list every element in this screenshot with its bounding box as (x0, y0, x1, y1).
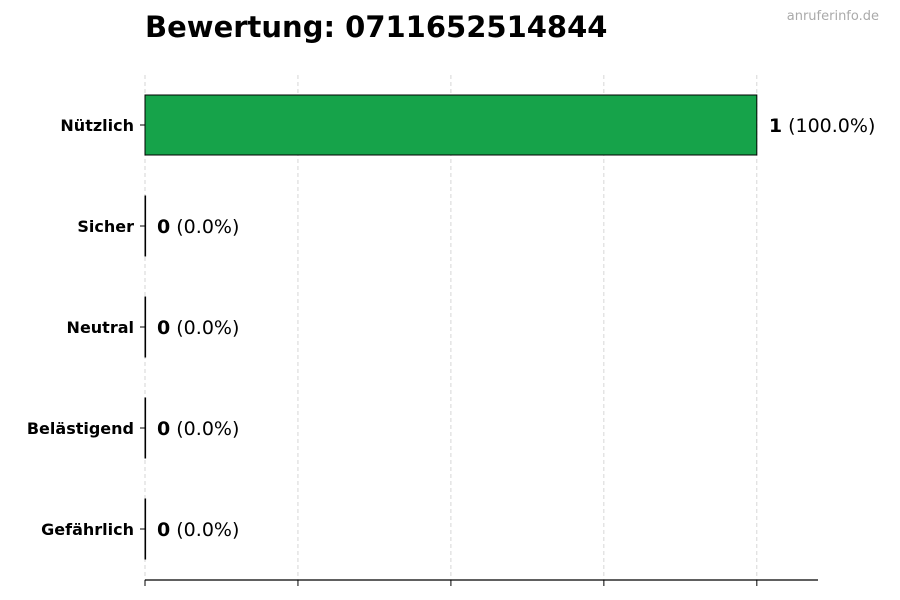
category-label: Neutral (67, 318, 134, 337)
value-label: 1 (100.0%) (769, 115, 876, 137)
bar (144, 397, 147, 459)
category-label: Gefährlich (41, 520, 134, 539)
value-label: 0 (0.0%) (157, 418, 239, 440)
category-label: Sicher (77, 217, 134, 236)
bar (144, 195, 147, 257)
bar (144, 498, 147, 560)
value-label: 0 (0.0%) (157, 519, 239, 541)
bar (144, 296, 147, 358)
category-label: Nützlich (60, 116, 134, 135)
value-label: 0 (0.0%) (157, 216, 239, 238)
category-label: Belästigend (27, 419, 134, 438)
chart-title: Bewertung: 0711652514844 (145, 10, 608, 44)
bar (144, 94, 758, 156)
value-label: 0 (0.0%) (157, 317, 239, 339)
watermark: anruferinfo.de (786, 9, 879, 24)
